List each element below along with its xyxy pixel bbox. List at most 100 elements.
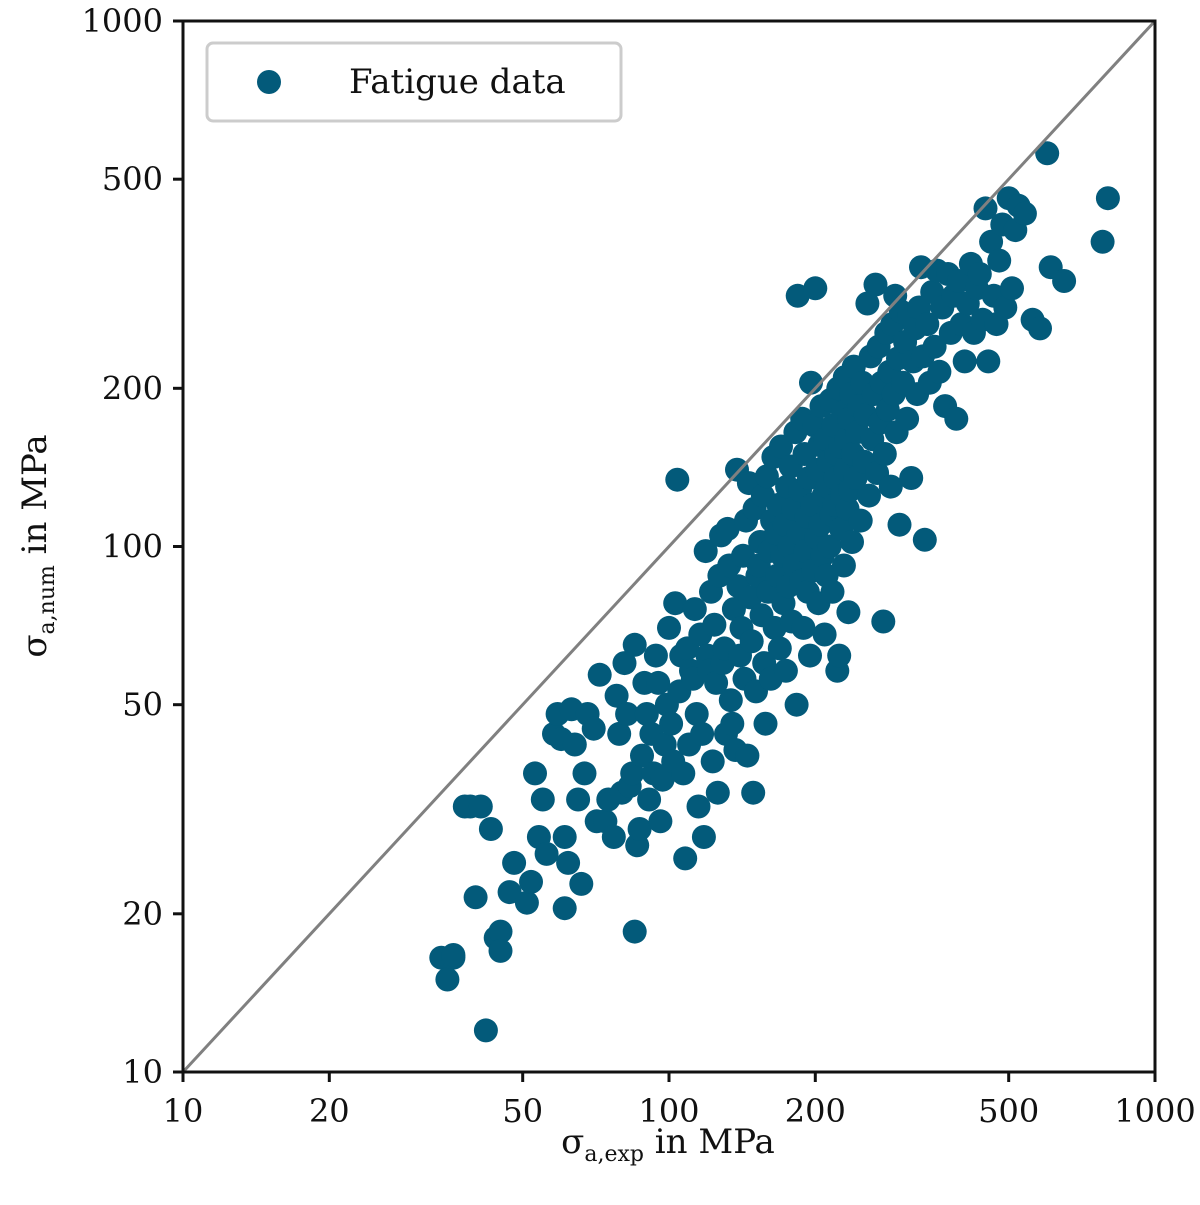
data-point [693, 539, 718, 564]
data-point [700, 749, 725, 774]
data-point [739, 629, 764, 654]
identity-line [181, 19, 1157, 1074]
data-point [523, 761, 547, 786]
data-point [836, 600, 861, 625]
x-tick-label: 10 [163, 1092, 204, 1130]
legend-box [205, 41, 623, 123]
data-point [572, 761, 597, 786]
data-point [720, 711, 745, 736]
data-point [514, 890, 539, 915]
data-point [435, 967, 460, 992]
data-point [622, 919, 647, 944]
data-point [552, 825, 577, 849]
data-point [753, 711, 778, 736]
y-axis-unit: in MPa [15, 434, 55, 565]
y-axis: 10 20 50 100 200 500 1000 [82, 2, 183, 1091]
data-point [831, 553, 856, 578]
y-tick-label: 50 [122, 686, 163, 724]
data-point [691, 825, 716, 849]
y-tick-label: 500 [102, 160, 163, 198]
data-point [587, 662, 612, 687]
data-point [702, 612, 727, 637]
data-point [784, 692, 809, 717]
data-point [657, 615, 681, 640]
data-point [767, 636, 792, 661]
y-axis-symbol: σ [15, 634, 55, 657]
data-point [791, 615, 816, 640]
data-point [704, 670, 729, 695]
data-point [922, 334, 947, 359]
data-point [488, 919, 513, 944]
data-point [534, 841, 559, 866]
data-point [650, 767, 675, 792]
data-point [562, 732, 587, 757]
x-axis: 10 20 50 100 200 500 1000 [163, 1072, 1196, 1130]
data-point [895, 406, 920, 431]
y-axis-title: σa,num in MPa [15, 434, 60, 657]
legend: Fatigue data [205, 41, 623, 123]
data-point [581, 716, 606, 741]
data-point [604, 683, 629, 708]
data-point [648, 809, 673, 834]
data-point [601, 825, 626, 849]
x-tick-label: 200 [785, 1092, 846, 1130]
data-point [682, 597, 707, 622]
data-point [659, 711, 684, 736]
data-point [1000, 276, 1024, 301]
data-point [871, 609, 896, 634]
data-point [556, 850, 581, 875]
data-point [607, 721, 632, 746]
data-point [497, 880, 522, 905]
data-point [686, 794, 711, 819]
data-point [887, 512, 912, 537]
data-point [634, 702, 659, 726]
data-point [979, 229, 1004, 254]
data-point [718, 688, 743, 713]
data-point [552, 896, 577, 921]
data-point [946, 269, 971, 293]
data-point [735, 743, 760, 768]
y-tick-label: 200 [102, 369, 163, 407]
data-point [799, 370, 823, 395]
x-tick-label: 1000 [1114, 1092, 1195, 1130]
data-point [622, 632, 647, 657]
data-point [1012, 201, 1037, 226]
data-point [502, 850, 527, 875]
data-point [973, 196, 998, 221]
y-tick-label: 100 [102, 528, 163, 566]
data-point [468, 794, 493, 819]
data-point [705, 780, 730, 805]
data-point [944, 406, 969, 431]
data-point [798, 643, 822, 668]
data-point [855, 291, 880, 316]
data-point [812, 622, 837, 647]
y-tick-label: 1000 [82, 2, 163, 40]
data-point [987, 248, 1012, 273]
data-points [429, 141, 1120, 1043]
data-point [878, 474, 903, 499]
data-point [627, 817, 652, 841]
data-point [1035, 141, 1060, 166]
data-point [773, 658, 798, 683]
data-point [612, 651, 637, 676]
legend-label: Fatigue data [349, 62, 566, 102]
data-point [803, 276, 828, 301]
data-point [993, 295, 1018, 320]
data-point [673, 846, 698, 871]
data-point [530, 787, 555, 812]
data-point [473, 1018, 498, 1043]
data-point [1090, 229, 1115, 254]
data-point [817, 534, 842, 559]
data-point [663, 591, 688, 616]
data-point [863, 272, 888, 297]
data-point [754, 464, 779, 489]
x-tick-label: 50 [502, 1092, 543, 1130]
y-axis-subscript: a,num [35, 565, 60, 634]
data-point [643, 643, 668, 668]
x-axis-unit: in MPa [644, 1122, 775, 1162]
data-point [637, 787, 662, 812]
data-point [1028, 316, 1052, 341]
data-point [488, 938, 513, 963]
data-point [912, 527, 937, 552]
